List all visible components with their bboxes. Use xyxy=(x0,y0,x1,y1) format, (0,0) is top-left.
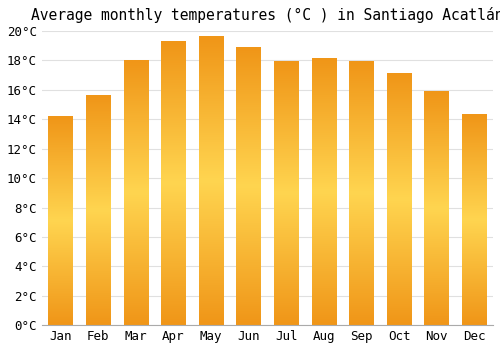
Title: Average monthly temperatures (°C ) in Santiago Acatlán: Average monthly temperatures (°C ) in Sa… xyxy=(31,7,500,23)
